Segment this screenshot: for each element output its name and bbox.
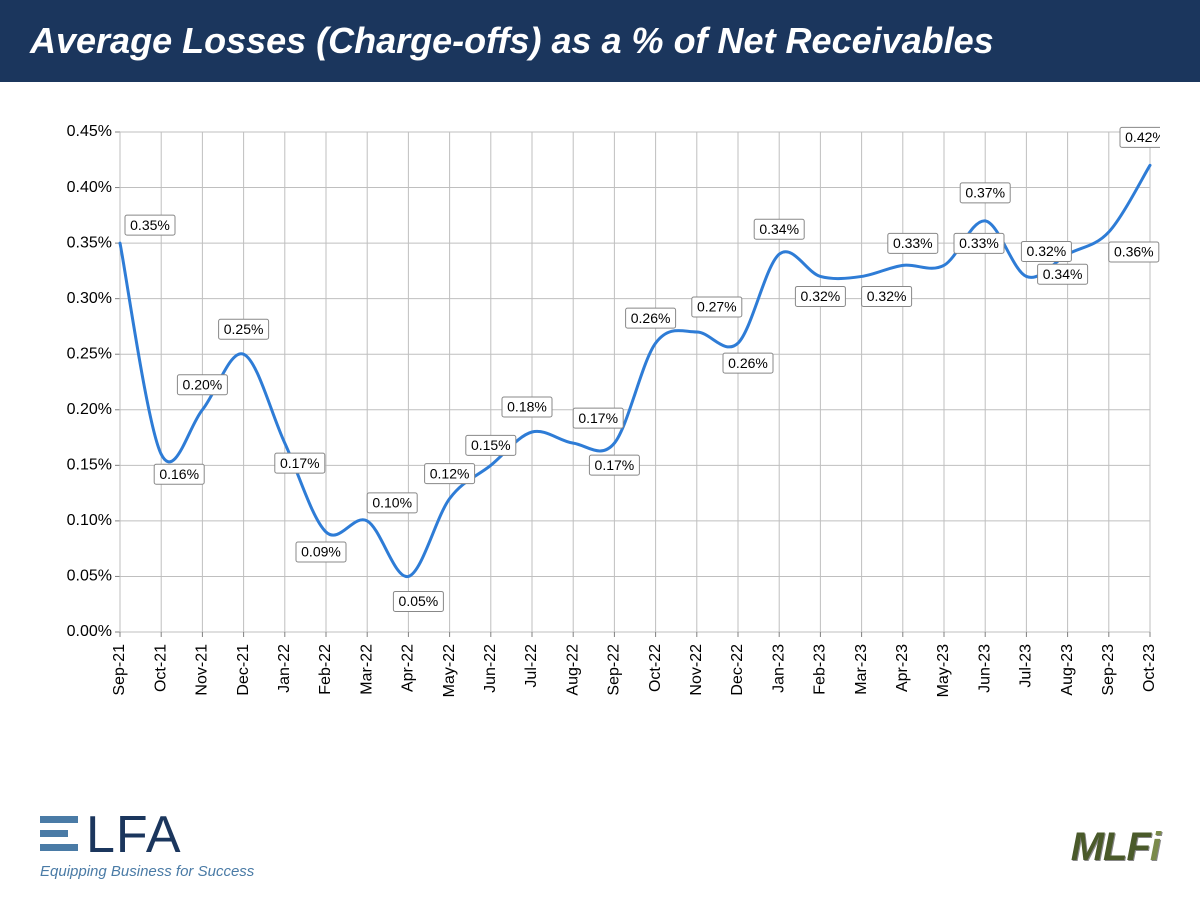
svg-text:0.34%: 0.34% bbox=[1043, 266, 1083, 282]
page-title: Average Losses (Charge-offs) as a % of N… bbox=[0, 0, 1200, 82]
svg-text:0.37%: 0.37% bbox=[965, 185, 1005, 201]
svg-text:Jan-22: Jan-22 bbox=[276, 644, 293, 693]
svg-text:Jul-22: Jul-22 bbox=[523, 644, 540, 688]
svg-text:Feb-22: Feb-22 bbox=[317, 644, 334, 695]
svg-text:Jun-22: Jun-22 bbox=[482, 644, 499, 693]
svg-text:0.36%: 0.36% bbox=[1114, 244, 1154, 260]
svg-text:May-23: May-23 bbox=[935, 644, 952, 697]
svg-text:0.17%: 0.17% bbox=[578, 410, 618, 426]
svg-text:0.17%: 0.17% bbox=[280, 455, 320, 471]
svg-text:0.26%: 0.26% bbox=[631, 310, 671, 326]
svg-text:0.10%: 0.10% bbox=[67, 512, 112, 529]
svg-text:Mar-23: Mar-23 bbox=[853, 644, 870, 695]
svg-text:0.20%: 0.20% bbox=[67, 401, 112, 418]
svg-text:0.34%: 0.34% bbox=[759, 221, 799, 237]
svg-text:Sep-21: Sep-21 bbox=[111, 644, 128, 696]
svg-text:0.45%: 0.45% bbox=[67, 123, 112, 140]
svg-text:Sep-23: Sep-23 bbox=[1100, 644, 1117, 696]
svg-text:0.27%: 0.27% bbox=[697, 299, 737, 315]
svg-text:0.33%: 0.33% bbox=[959, 235, 999, 251]
svg-text:0.12%: 0.12% bbox=[430, 465, 470, 481]
svg-text:0.00%: 0.00% bbox=[67, 623, 112, 640]
svg-text:0.32%: 0.32% bbox=[867, 288, 907, 304]
svg-text:Jul-23: Jul-23 bbox=[1018, 644, 1035, 688]
line-chart: 0.00% 0.05% 0.10% 0.15% 0.20% 0.25% 0.30% 0.35%… bbox=[40, 122, 1160, 752]
elfa-bars-icon bbox=[40, 812, 80, 858]
elfa-tagline: Equipping Business for Success bbox=[40, 863, 254, 880]
svg-text:0.09%: 0.09% bbox=[301, 544, 341, 560]
svg-text:Nov-22: Nov-22 bbox=[688, 644, 705, 696]
svg-text:0.20%: 0.20% bbox=[183, 376, 223, 392]
svg-text:Dec-21: Dec-21 bbox=[235, 644, 252, 696]
svg-text:Aug-22: Aug-22 bbox=[564, 644, 581, 696]
chart-container: 0.00% 0.05% 0.10% 0.15% 0.20% 0.25% 0.30% 0.35%… bbox=[40, 122, 1160, 752]
svg-text:0.30%: 0.30% bbox=[67, 290, 112, 307]
svg-text:0.35%: 0.35% bbox=[67, 234, 112, 251]
svg-text:0.05%: 0.05% bbox=[399, 593, 439, 609]
elfa-logo-text: LFA bbox=[86, 805, 182, 865]
svg-text:0.32%: 0.32% bbox=[801, 288, 841, 304]
svg-text:0.16%: 0.16% bbox=[159, 466, 199, 482]
svg-text:Jun-23: Jun-23 bbox=[976, 644, 993, 693]
svg-text:Apr-23: Apr-23 bbox=[894, 644, 911, 692]
svg-text:Dec-22: Dec-22 bbox=[729, 644, 746, 696]
svg-text:May-22: May-22 bbox=[441, 644, 458, 697]
svg-text:0.05%: 0.05% bbox=[67, 568, 112, 585]
svg-text:Oct-23: Oct-23 bbox=[1141, 644, 1158, 692]
svg-text:0.26%: 0.26% bbox=[728, 355, 768, 371]
svg-text:0.15%: 0.15% bbox=[471, 437, 511, 453]
svg-text:0.25%: 0.25% bbox=[224, 321, 264, 337]
svg-text:Oct-21: Oct-21 bbox=[152, 644, 169, 692]
svg-text:0.33%: 0.33% bbox=[893, 235, 933, 251]
svg-text:Feb-23: Feb-23 bbox=[812, 644, 829, 695]
svg-text:0.18%: 0.18% bbox=[507, 399, 547, 415]
svg-text:Aug-23: Aug-23 bbox=[1059, 644, 1076, 696]
svg-text:0.10%: 0.10% bbox=[372, 495, 412, 511]
svg-text:0.42%: 0.42% bbox=[1125, 129, 1160, 145]
svg-text:0.32%: 0.32% bbox=[1027, 243, 1067, 259]
svg-text:0.35%: 0.35% bbox=[130, 217, 170, 233]
svg-text:0.15%: 0.15% bbox=[67, 457, 112, 474]
svg-text:Apr-22: Apr-22 bbox=[400, 644, 417, 692]
svg-text:0.17%: 0.17% bbox=[595, 457, 635, 473]
elfa-logo: LFA Equipping Business for Success bbox=[40, 805, 254, 880]
svg-text:Mar-22: Mar-22 bbox=[358, 644, 375, 695]
svg-text:0.25%: 0.25% bbox=[67, 345, 112, 362]
svg-text:0.40%: 0.40% bbox=[67, 179, 112, 196]
title-text: Average Losses (Charge-offs) as a % of N… bbox=[30, 20, 994, 61]
svg-text:Oct-22: Oct-22 bbox=[647, 644, 664, 692]
svg-text:Jan-23: Jan-23 bbox=[770, 644, 787, 693]
svg-text:Nov-21: Nov-21 bbox=[194, 644, 211, 696]
mlfi-logo: MLFi bbox=[1071, 825, 1160, 870]
footer: LFA Equipping Business for Success MLFi bbox=[0, 790, 1200, 880]
svg-text:Sep-22: Sep-22 bbox=[606, 644, 623, 696]
